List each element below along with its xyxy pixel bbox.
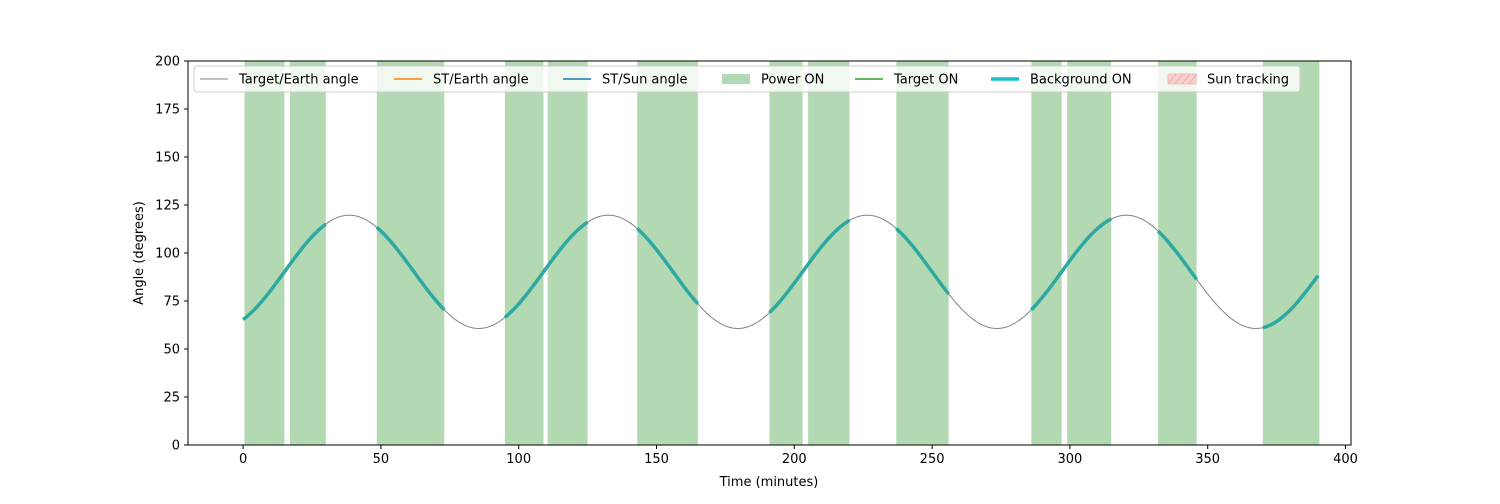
y-tick-label: 25 (163, 391, 180, 406)
background-on-segment (895, 227, 951, 296)
legend-label: Sun tracking (1207, 73, 1289, 88)
legend-item: Background ON (991, 73, 1132, 88)
background-on-segment (1262, 274, 1320, 330)
legend-item: Target ON (855, 73, 958, 88)
background-on-segment (242, 222, 327, 321)
legend-label: Power ON (761, 73, 824, 88)
y-tick-label: 150 (155, 151, 180, 166)
legend-hatch-line (1188, 73, 1198, 85)
legend-label: Background ON (1030, 73, 1132, 88)
x-tick-label: 100 (506, 452, 531, 467)
x-axis-label: Time (minutes) (719, 475, 819, 490)
legend-label: Target ON (893, 73, 958, 88)
x-tick-label: 150 (644, 452, 669, 467)
background-on-segment (375, 226, 446, 312)
legend-item: ST/Earth angle (394, 73, 529, 88)
legend-item: Target/Earth angle (200, 73, 359, 88)
power-on-span (289, 61, 326, 445)
x-tick-label: 250 (920, 452, 945, 467)
power-on-span (637, 61, 698, 445)
legend-label: ST/Earth angle (433, 73, 529, 88)
power-on-span (896, 61, 949, 445)
x-tick-label: 0 (239, 452, 247, 467)
legend-hatch-line (1181, 73, 1191, 85)
legend-label: ST/Sun angle (602, 73, 688, 88)
power-on-span (547, 61, 588, 445)
background-on-segment (1156, 229, 1199, 281)
y-axis-label: Angle (degrees) (132, 201, 147, 305)
x-tick-label: 400 (1333, 452, 1358, 467)
legend-swatch (722, 74, 750, 84)
x-tick-label: 50 (373, 452, 390, 467)
y-axis-ticks: 0 25 50 75 100 125 150 175 200 (155, 55, 188, 454)
legend-item: ST/Sun angle (563, 73, 688, 88)
power-on-span (769, 61, 803, 445)
y-tick-label: 175 (155, 103, 180, 118)
x-tick-label: 200 (782, 452, 807, 467)
x-axis-ticks: 0 50 100 150 200 250 300 350 400 (239, 445, 1358, 467)
legend-item: Sun tracking (1167, 73, 1289, 88)
power-on-span (244, 61, 285, 445)
x-tick-label: 350 (1195, 452, 1220, 467)
legend-item: Power ON (722, 73, 824, 88)
legend-hatch-line (1167, 73, 1177, 85)
x-tick-label: 300 (1057, 452, 1082, 467)
y-tick-label: 200 (155, 55, 180, 70)
y-tick-label: 125 (155, 199, 180, 214)
power-on-span (376, 61, 445, 445)
power-on-span (1262, 61, 1320, 445)
y-tick-label: 75 (163, 295, 180, 310)
y-tick-label: 100 (155, 247, 180, 262)
power-on-span (504, 61, 544, 445)
y-tick-label: 0 (172, 439, 180, 454)
background-on-segment (636, 227, 700, 306)
background-on-segment (503, 220, 589, 319)
power-on-spans (244, 61, 1320, 445)
power-on-span (1031, 61, 1062, 445)
legend: Target/Earth angle ST/Earth angle ST/Sun a… (193, 65, 1301, 93)
background-on-segment (768, 218, 851, 314)
legend-label: Target/Earth angle (238, 73, 359, 88)
legend-hatch-line (1174, 73, 1184, 85)
power-on-span (808, 61, 850, 445)
y-tick-label: 50 (163, 343, 180, 358)
background-on-segment (1030, 217, 1113, 312)
series-lines (242, 214, 1320, 330)
